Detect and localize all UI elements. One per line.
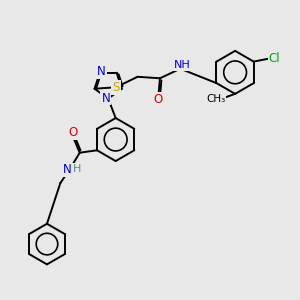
- Text: O: O: [68, 126, 77, 139]
- Text: N: N: [97, 65, 106, 78]
- Text: O: O: [154, 93, 163, 106]
- Text: N: N: [63, 163, 72, 176]
- Text: H: H: [73, 164, 81, 174]
- Text: CH₃: CH₃: [206, 94, 226, 104]
- Text: NH: NH: [173, 60, 190, 70]
- Text: S: S: [112, 81, 120, 94]
- Text: N: N: [101, 92, 110, 104]
- Text: Cl: Cl: [269, 52, 280, 64]
